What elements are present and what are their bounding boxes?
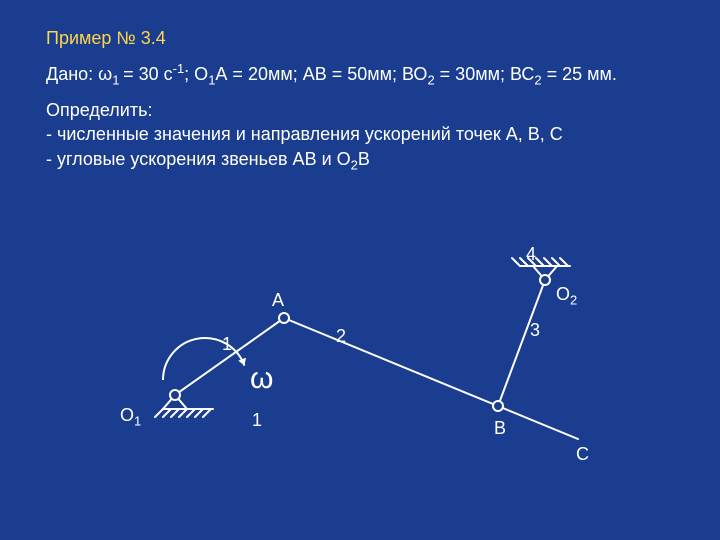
- label-link-3: 3: [530, 320, 540, 341]
- label-A: А: [272, 290, 284, 311]
- label-omega-sub: 1: [252, 410, 262, 431]
- label-O2-letter: О: [556, 284, 570, 304]
- label-omega: ω: [250, 362, 273, 396]
- label-B: В: [494, 418, 506, 439]
- label-link-4: 4: [526, 244, 536, 265]
- label-O1-sub: 1: [134, 414, 141, 429]
- label-O1: О1: [120, 405, 141, 429]
- label-O1-letter: О: [120, 405, 134, 425]
- label-O2-sub: 2: [570, 293, 577, 308]
- mechanism-diagram: [0, 0, 720, 540]
- label-link-2: 2: [336, 326, 346, 347]
- label-C: С: [576, 444, 589, 465]
- label-O2: О2: [556, 284, 577, 308]
- label-link-1: 1: [222, 334, 232, 355]
